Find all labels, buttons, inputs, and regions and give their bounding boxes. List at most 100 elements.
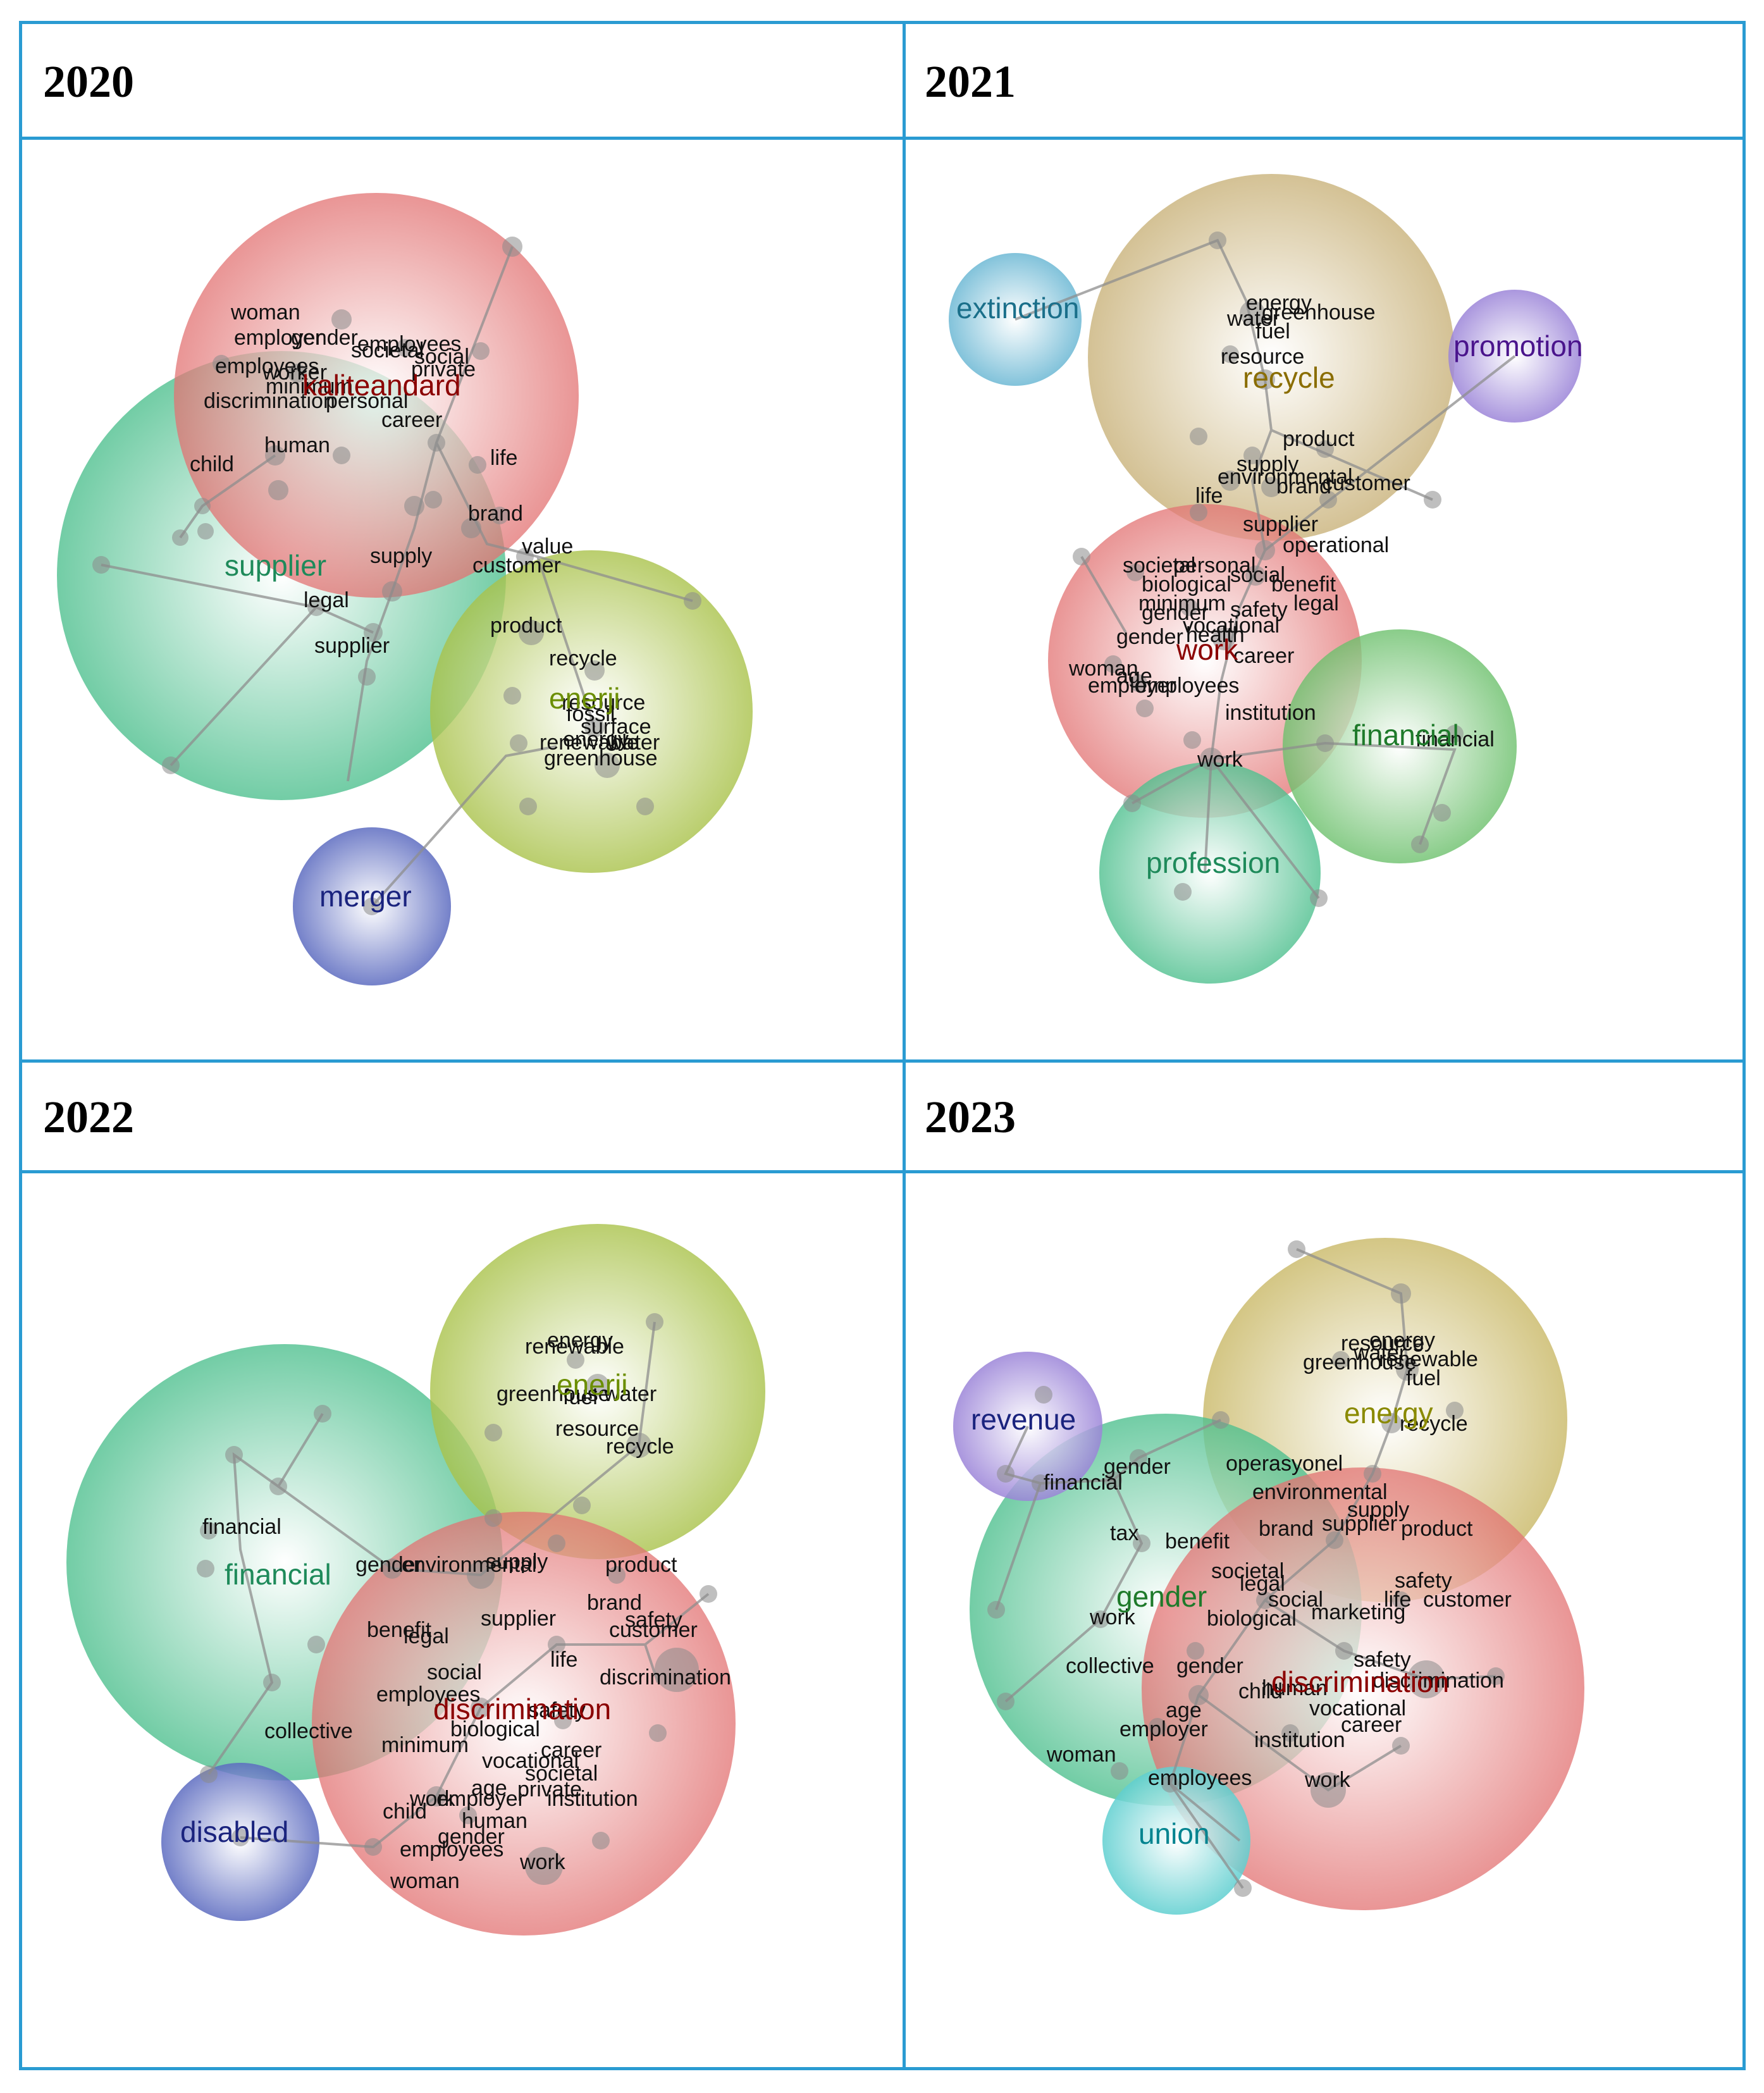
term: human [264,433,330,457]
term: resource [1221,345,1304,369]
term: water [603,1382,657,1406]
term: societal [1123,553,1195,577]
term: renewable [525,1335,624,1359]
term: life [1195,484,1223,508]
cluster-label-work: work [1176,633,1238,666]
term: minimum [1138,591,1226,615]
term: safety [1395,1569,1452,1593]
term: human [462,1809,527,1833]
term: biological [1142,572,1231,596]
edges [1015,238,1516,899]
cluster-label-enerji: enerji [557,1368,628,1401]
cluster-bubble-profession [1099,762,1321,984]
term: woman [1046,1743,1116,1767]
term: benefit [1271,572,1336,596]
term: customer [472,553,561,577]
edges [995,1248,1496,1889]
term: renewable [540,731,639,755]
term: social [1230,563,1285,587]
term: societal [525,1762,598,1786]
term: child [383,1800,427,1824]
grid-divider-top-title [22,137,1742,140]
term: energy [563,727,629,751]
term: tax [1110,1521,1138,1545]
term: marketing [1311,1600,1405,1624]
term: employees [215,354,319,378]
term: greenhouse [497,1382,610,1406]
term: water [1353,1341,1406,1365]
term: personal [326,389,408,413]
term: fossil [566,702,615,726]
term: product [1401,1517,1473,1541]
cluster-bubble-discrimination [1142,1467,1584,1910]
term: energy [1246,291,1312,315]
cluster-labels: kaliteandard supplier enerji merger [225,369,620,913]
term: resource [1341,1331,1424,1355]
panel-2021-map: energy greenhouse water fuel resource pr… [949,174,1583,984]
term: financial [202,1515,281,1539]
nodes [987,1240,1505,1897]
term: societal [351,338,424,362]
term: human [1262,1676,1328,1700]
term: legal [304,588,349,612]
cluster-label-financial: financial [1352,719,1459,751]
term: worker [262,361,327,385]
term: institution [1225,701,1316,725]
term: minimum [266,374,353,398]
term: discrimination [204,389,335,413]
term: child [1238,1679,1283,1703]
term: personal [1173,553,1255,577]
term: safety [625,1608,682,1632]
cluster-label-revenue: revenue [971,1403,1076,1436]
cluster-bubble-enerji [430,550,753,873]
cluster-labels: energy revenue gender discrimination uni… [971,1397,1449,1850]
cluster-bubble-discrimination [312,1512,736,1936]
term: fuel [563,1385,598,1409]
term: biological [450,1717,540,1741]
panel-title-2020: 2020 [43,56,134,107]
term: customer [1322,471,1410,495]
term: supply [370,544,432,568]
cluster-label-financial: financial [225,1558,331,1591]
term: greenhouse [544,746,658,770]
nodes [197,1313,717,1885]
term: gender [291,326,358,350]
nodes [92,237,701,915]
term-labels: woman employer gender employees social s… [190,300,660,770]
term: supply [1347,1498,1409,1522]
cluster-label-kaliteandard: kaliteandard [302,369,461,402]
term: resource [555,1417,639,1441]
term: brand [468,502,523,526]
term: age [471,1776,507,1800]
term: employees [1135,674,1239,698]
term: collective [264,1719,353,1743]
term: health [1186,623,1245,647]
term: operasyonel [1226,1452,1343,1476]
term: resource [562,691,645,715]
panel-2020-map: woman employer gender employees social s… [57,193,753,985]
term: gender [1176,1654,1243,1678]
term: gender [1104,1455,1171,1479]
term: career [1233,644,1294,668]
panel-2023-map: resource energy greenhouse water renewab… [953,1238,1584,1915]
cluster-label-discrimination: discrimination [433,1693,611,1726]
term: fuel [1406,1366,1441,1390]
cluster-label-merger: merger [319,880,412,913]
term: supplier [314,634,390,658]
panel-title-2023: 2023 [925,1092,1016,1142]
term: vocational [482,1749,579,1773]
term: career [381,408,442,432]
cluster-labels: extinction recycle promotion work financ… [956,292,1583,879]
term: discrimination [1372,1669,1504,1693]
grid-vertical-divider [903,24,906,2067]
term: private [411,357,476,381]
term: employees [357,332,461,356]
term: greenhouse [1262,300,1376,324]
term: environmental [1252,1480,1388,1504]
term: child [190,452,234,476]
term: work [519,1850,566,1874]
term: societal [1211,1559,1284,1583]
term: brand [1276,474,1331,498]
term: age [1116,664,1152,688]
term: age [1166,1698,1202,1722]
